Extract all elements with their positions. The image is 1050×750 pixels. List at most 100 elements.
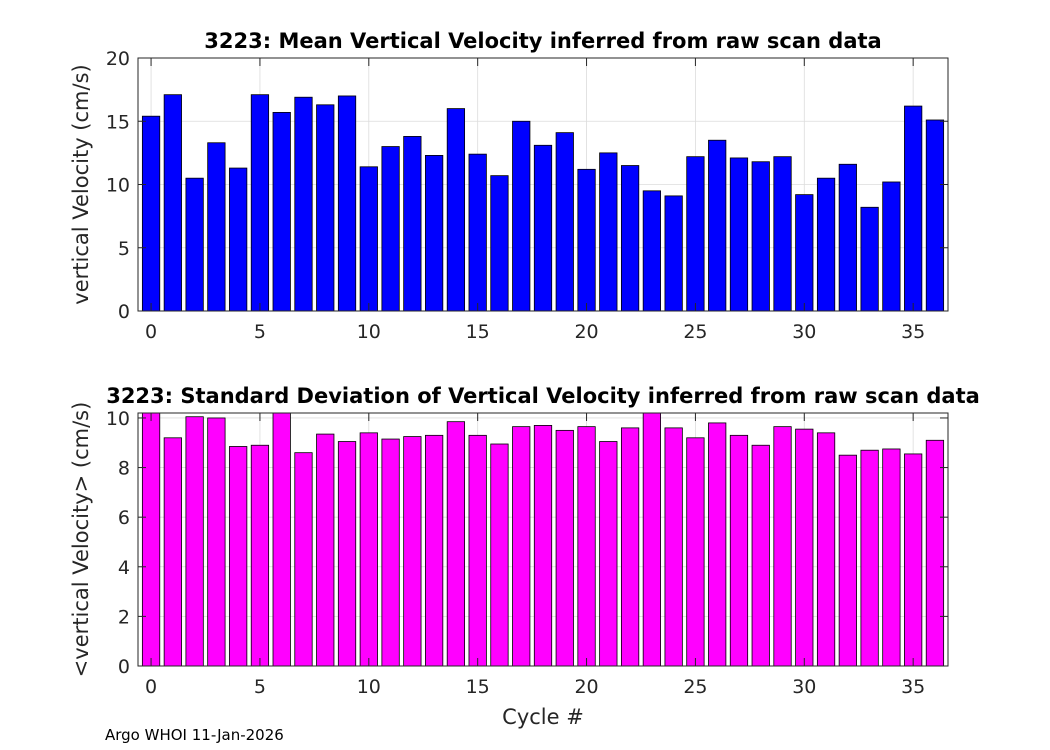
bar-cycle-25: [686, 156, 705, 311]
x-tick-label: 5: [254, 676, 266, 698]
bar-cycle-5: [250, 94, 270, 311]
y-tick-label: 6: [118, 507, 130, 529]
bar-cycle-9: [337, 95, 357, 311]
y-tick-label: 10: [106, 175, 130, 197]
bar-cycle-35: [904, 453, 923, 666]
bar-cycle-18: [533, 425, 553, 666]
bar-cycle-20: [577, 168, 596, 311]
bar-cycle-21: [599, 441, 618, 666]
bar-cycle-7: [294, 96, 313, 311]
axes-frame: [137, 412, 949, 667]
y-axis-label: vertical Velocity (cm/s): [69, 64, 93, 304]
bar-cycle-10: [359, 432, 378, 666]
bar-cycle-25: [686, 437, 705, 666]
bar-cycle-26: [708, 422, 727, 666]
chart-title: 3223: Standard Deviation of Vertical Vel…: [106, 384, 980, 408]
bar-cycle-9: [337, 441, 357, 666]
bar-cycle-15: [468, 153, 487, 311]
bar-cycle-12: [403, 436, 422, 666]
bar-cycle-6: [272, 413, 291, 666]
bar-cycle-15: [468, 434, 487, 666]
bar-cycle-8: [316, 433, 335, 666]
bar-cycle-30: [795, 194, 814, 311]
y-tick-label: 10: [106, 408, 130, 430]
bar-cycle-5: [250, 444, 270, 666]
mean-velocity-chart: 0 5 10 15 20 25 30 35 0 5 10 15 20 3223: Mean Vertica…: [69, 29, 949, 343]
bar-cycle-2: [185, 177, 204, 311]
bar-cycle-4: [229, 167, 248, 311]
bar-cycle-22: [620, 165, 640, 311]
bar-cycle-6: [272, 111, 291, 311]
bar-cycle-28: [751, 444, 770, 666]
bar-cycle-13: [425, 155, 444, 311]
x-tick-label: 0: [145, 676, 157, 698]
bar-cycle-30: [795, 428, 814, 666]
bar-cycle-31: [816, 177, 836, 311]
bar-cycle-36: [925, 119, 945, 311]
y-tick-label: 2: [118, 606, 130, 628]
bar-cycle-22: [620, 427, 640, 666]
bar-cycle-34: [882, 448, 901, 666]
bar-cycle-10: [359, 166, 378, 311]
y-tick-label: 4: [118, 557, 130, 579]
bar-cycle-1: [163, 437, 182, 666]
y-tick-label: 15: [106, 111, 130, 133]
x-tick-label: 35: [901, 676, 925, 698]
bar-cycle-29: [773, 426, 792, 666]
bar-cycle-21: [599, 152, 618, 311]
bar-cycle-35: [904, 105, 923, 311]
x-tick-label: 20: [574, 676, 598, 698]
bar-cycle-11: [381, 146, 400, 311]
x-tick-label: 5: [254, 321, 266, 343]
bar-cycle-26: [708, 139, 727, 311]
footer-note: Argo WHOI 11-Jan-2026: [105, 726, 284, 744]
chart-title: 3223: Mean Vertical Velocity inferred fr…: [204, 29, 881, 53]
x-tick-label: 25: [683, 321, 707, 343]
bar-cycle-29: [773, 156, 792, 311]
bar-cycle-32: [838, 163, 857, 311]
x-tick-label: 30: [792, 676, 816, 698]
bar-cycle-24: [664, 427, 683, 666]
bar-cycle-7: [294, 452, 313, 666]
bars: [141, 413, 945, 666]
bar-cycle-24: [664, 195, 683, 311]
x-tick-label: 25: [683, 676, 707, 698]
bar-cycle-3: [207, 142, 226, 311]
bar-cycle-17: [512, 426, 531, 666]
bar-cycle-23: [642, 413, 661, 666]
bar-cycle-1: [163, 94, 182, 311]
bar-cycle-8: [316, 104, 335, 311]
bars: [141, 94, 945, 311]
bar-cycle-14: [446, 108, 466, 311]
x-tick-label: 10: [357, 676, 381, 698]
bar-cycle-36: [925, 439, 945, 666]
y-tick-label: 0: [118, 301, 130, 323]
x-tick-label: 10: [357, 321, 381, 343]
bar-cycle-19: [555, 132, 574, 311]
bar-cycle-11: [381, 438, 400, 666]
bar-cycle-28: [751, 161, 770, 311]
y-tick-label: 0: [118, 656, 130, 678]
bar-cycle-0: [141, 115, 161, 311]
bar-cycle-3: [207, 417, 226, 666]
bar-cycle-4: [229, 446, 248, 666]
bar-cycle-27: [729, 434, 749, 666]
bar-cycle-27: [729, 157, 749, 311]
bar-cycle-20: [577, 426, 596, 666]
y-tick-label: 20: [106, 48, 130, 70]
bar-cycle-31: [816, 432, 836, 666]
bar-cycle-14: [446, 421, 466, 666]
x-tick-label: 15: [466, 321, 490, 343]
x-axis-label: Cycle #: [502, 705, 584, 729]
bar-cycle-23: [642, 190, 661, 311]
bar-cycle-33: [860, 449, 879, 666]
bar-cycle-16: [490, 175, 509, 311]
bar-cycle-32: [838, 454, 857, 666]
bar-cycle-0: [141, 413, 161, 666]
bar-cycle-12: [403, 136, 422, 311]
y-axis-label: <vertical Velocity> (cm/s): [69, 402, 93, 678]
bar-cycle-34: [882, 181, 901, 311]
bar-cycle-2: [185, 416, 204, 666]
